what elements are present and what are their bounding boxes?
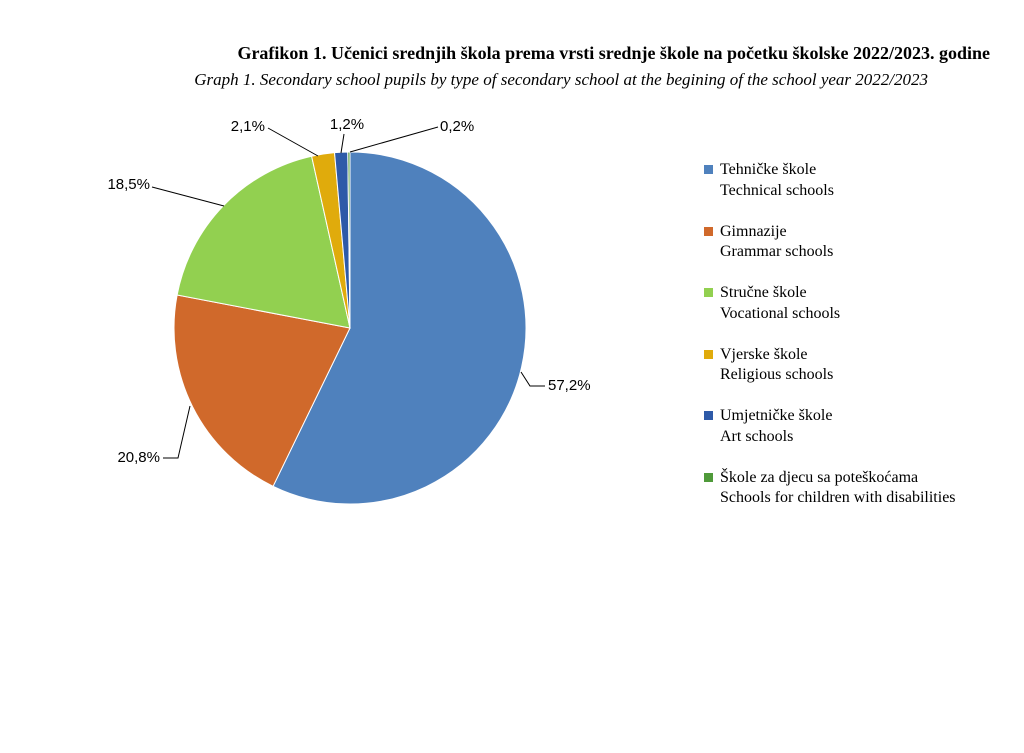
legend-swatch <box>704 472 713 482</box>
legend-swatch <box>704 288 713 297</box>
legend-label-en: Art schools <box>720 427 794 445</box>
pie-slice <box>347 151 351 329</box>
legend-label-bs: Gimnazije <box>720 222 787 240</box>
legend-label-en: Religious schools <box>720 366 834 383</box>
leader-line <box>349 126 439 153</box>
legend-label-bs: Škole za djecu sa poteškoćama <box>720 468 919 486</box>
legend-label-bs: Stručne škole <box>720 284 807 301</box>
data-label: 18,5% <box>107 176 150 193</box>
legend-swatch <box>704 411 713 420</box>
data-label: 0,2% <box>440 118 474 135</box>
leader-line <box>151 186 225 207</box>
data-label: 2,1% <box>231 118 265 135</box>
legend-item: Škole za djecu sa poteškoćama Schools for… <box>704 468 1004 509</box>
pie-slice <box>173 294 351 487</box>
pie-slice <box>272 151 527 505</box>
legend-label-en: Technical schools <box>720 181 834 199</box>
legend-label-en: Vocational schools <box>720 304 841 322</box>
legend-item: Vjerske škole Religious schools <box>704 345 1004 386</box>
legend-item: Umjetničke škole Art schools <box>704 406 1004 447</box>
leader-line <box>520 371 545 387</box>
chart-legend: Tehničke škole Technical schools Gimnazije… <box>704 160 1004 529</box>
leader-line <box>340 133 345 154</box>
chart-subtitle: Graph 1. Secondary school pupils by type… <box>194 70 928 89</box>
chart-title: Grafikon 1. Učenici srednjih škola prema… <box>237 43 990 63</box>
leader-line <box>163 405 191 459</box>
legend-swatch <box>704 226 713 236</box>
data-label: 57,2% <box>548 377 591 394</box>
legend-swatch <box>704 165 713 174</box>
legend-label-bs: Tehničke škole <box>720 161 817 178</box>
data-label: 20,8% <box>117 449 160 466</box>
legend-swatch <box>704 349 713 359</box>
legend-item: Gimnazije Grammar schools <box>704 222 1004 263</box>
leader-line <box>267 127 319 157</box>
legend-label-bs: Vjerske škole <box>720 345 808 363</box>
legend-item: Stručne škole Vocational schools <box>704 283 1004 324</box>
legend-label-en: Schools for children with disabilities <box>720 489 956 506</box>
data-label: 1,2% <box>330 116 364 133</box>
legend-label-en: Grammar schools <box>720 243 834 260</box>
legend-label-bs: Umjetničke škole <box>720 407 833 424</box>
legend-item: Tehničke škole Technical schools <box>704 160 1004 201</box>
